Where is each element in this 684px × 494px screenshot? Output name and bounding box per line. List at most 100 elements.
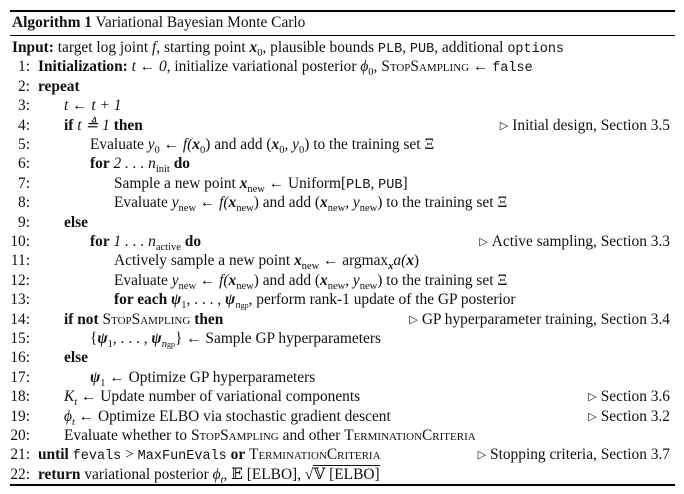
init-keyword: Initialization: (38, 58, 128, 76)
text: , (284, 136, 293, 153)
false-literal: false (492, 61, 533, 77)
line-number: 21: (10, 446, 30, 464)
algo-line-14: 14: if not StopSampling then ▷ GP hyperpa… (0, 309, 684, 330)
maxfunevals: MaxFunEvals (137, 449, 227, 465)
algo-line-22: 22: return variational posterior ϕt, 𝔼 [E… (0, 464, 684, 486)
line-number: 4: (18, 116, 30, 134)
math: y (147, 136, 155, 153)
text: and other (282, 427, 341, 444)
then-keyword: then (194, 310, 224, 328)
math: t ← 0 (131, 58, 167, 76)
stopsampling: StopSampling (102, 310, 191, 328)
algo-line-9: 9: else (0, 212, 684, 233)
algo-line-7: 7: Sample a new point xnew ← Uniform[PLB… (0, 173, 684, 195)
math: x (192, 136, 200, 153)
subscript: new (327, 203, 346, 215)
stopsampling: StopSampling (381, 58, 470, 76)
comment-marker-icon: ▷ (479, 236, 488, 248)
text: , (345, 271, 353, 289)
algo-line-18: 18: Kt ← Update number of variational co… (0, 386, 684, 408)
text: > (125, 446, 134, 464)
line-number: 8: (18, 194, 30, 212)
subscript: t (71, 416, 75, 428)
math: ϕ (212, 465, 221, 483)
algorithm-title: Algorithm 1 Variational Bayesian Monte C… (12, 12, 305, 34)
comment-marker-icon: ▷ (588, 391, 597, 404)
line-number: 1: (18, 58, 30, 76)
math: ϕ (64, 407, 72, 425)
comment: ▷ Initial design, Section 3.5 (500, 115, 670, 138)
line-number: 14: (10, 310, 30, 328)
then-keyword: then (113, 116, 143, 134)
algo-line-3: 3: t ← t + 1 (0, 95, 684, 116)
subscript: gp (240, 301, 249, 311)
subscript: new (359, 203, 378, 215)
text: ← argmax (323, 252, 389, 270)
text: ) to the training set Ξ (377, 271, 508, 289)
comment: ▷ Section 3.2 (588, 406, 670, 429)
text: Evaluate (114, 271, 168, 289)
subscript: active (155, 242, 181, 254)
math: y (292, 136, 299, 153)
comment-marker-icon: ▷ (477, 449, 487, 462)
termination-criteria: TerminationCriteria (249, 446, 381, 464)
do-keyword: do (173, 155, 190, 173)
algorithm-name: Variational Bayesian Monte Carlo (95, 14, 306, 31)
text: ) (413, 252, 420, 270)
comment: ▷ GP hyperparameter training, Section 3.4 (409, 309, 670, 332)
math: t ← t + 1 (64, 97, 122, 115)
subscript: new (178, 203, 197, 215)
algorithm-label: Algorithm 1 (12, 14, 92, 31)
math: 1 . . . n (113, 233, 156, 250)
input-pub: PUB (409, 42, 435, 57)
math: K (64, 388, 75, 406)
top-rule (10, 10, 675, 12)
math: y (352, 194, 360, 212)
input-comma: , (402, 39, 407, 56)
algo-line-6: 6: for 2 . . . ninit do (0, 153, 684, 175)
text: ) to the training set Ξ (304, 136, 435, 153)
if-not-keyword: if not (64, 310, 99, 328)
text: Actively sample a new point (114, 252, 291, 270)
line-number: 13: (10, 291, 30, 309)
math: ← f( (163, 136, 193, 153)
text: Evaluate (90, 136, 144, 153)
text: ← Update number of variational component… (81, 388, 361, 406)
line-number: 16: (10, 349, 30, 367)
math: 2 . . . n (113, 155, 156, 173)
text: 𝕍 [ELBO] (313, 464, 380, 483)
comment-text: Section 3.2 (600, 407, 670, 425)
math: x (406, 252, 414, 270)
text: , perform rank-1 update of the GP poster… (248, 291, 516, 309)
subscript: 0 (200, 145, 206, 157)
or-keyword: or (230, 446, 246, 464)
for-keyword: for (90, 233, 110, 250)
line-number: 19: (10, 407, 30, 425)
text: ) to the training set Ξ (377, 194, 508, 212)
text: ← Optimize ELBO via stochastic gradient … (78, 407, 391, 425)
else-keyword: else (64, 349, 88, 367)
bottom-rule (10, 484, 675, 487)
sqrt-symbol: √ (304, 465, 314, 483)
math: a( (393, 252, 407, 270)
text: Evaluate whether to (64, 427, 188, 444)
until-keyword: until (38, 446, 69, 464)
do-keyword: do (184, 233, 202, 250)
subscript: 0 (279, 145, 285, 157)
math: x (228, 194, 237, 212)
text: ) and add ( (205, 136, 272, 153)
comment-marker-icon: ▷ (499, 119, 509, 132)
text: ) and add ( (253, 271, 320, 289)
text: { (90, 330, 98, 347)
subscript: t (220, 474, 224, 486)
subscript: new (359, 280, 378, 292)
line-number: 18: (10, 388, 30, 406)
text: , initialize variational posterior (166, 58, 357, 76)
text: , . . . , (186, 291, 222, 309)
algo-line-1: 1: Initialization: t ← 0, initialize var… (0, 56, 684, 78)
subscript: new (247, 183, 265, 195)
math: ψ (171, 291, 182, 309)
algo-line-5: 5: Evaluate y0 ← f(x0) and add (x0, y0) … (0, 134, 684, 157)
subscript: new (236, 203, 254, 215)
